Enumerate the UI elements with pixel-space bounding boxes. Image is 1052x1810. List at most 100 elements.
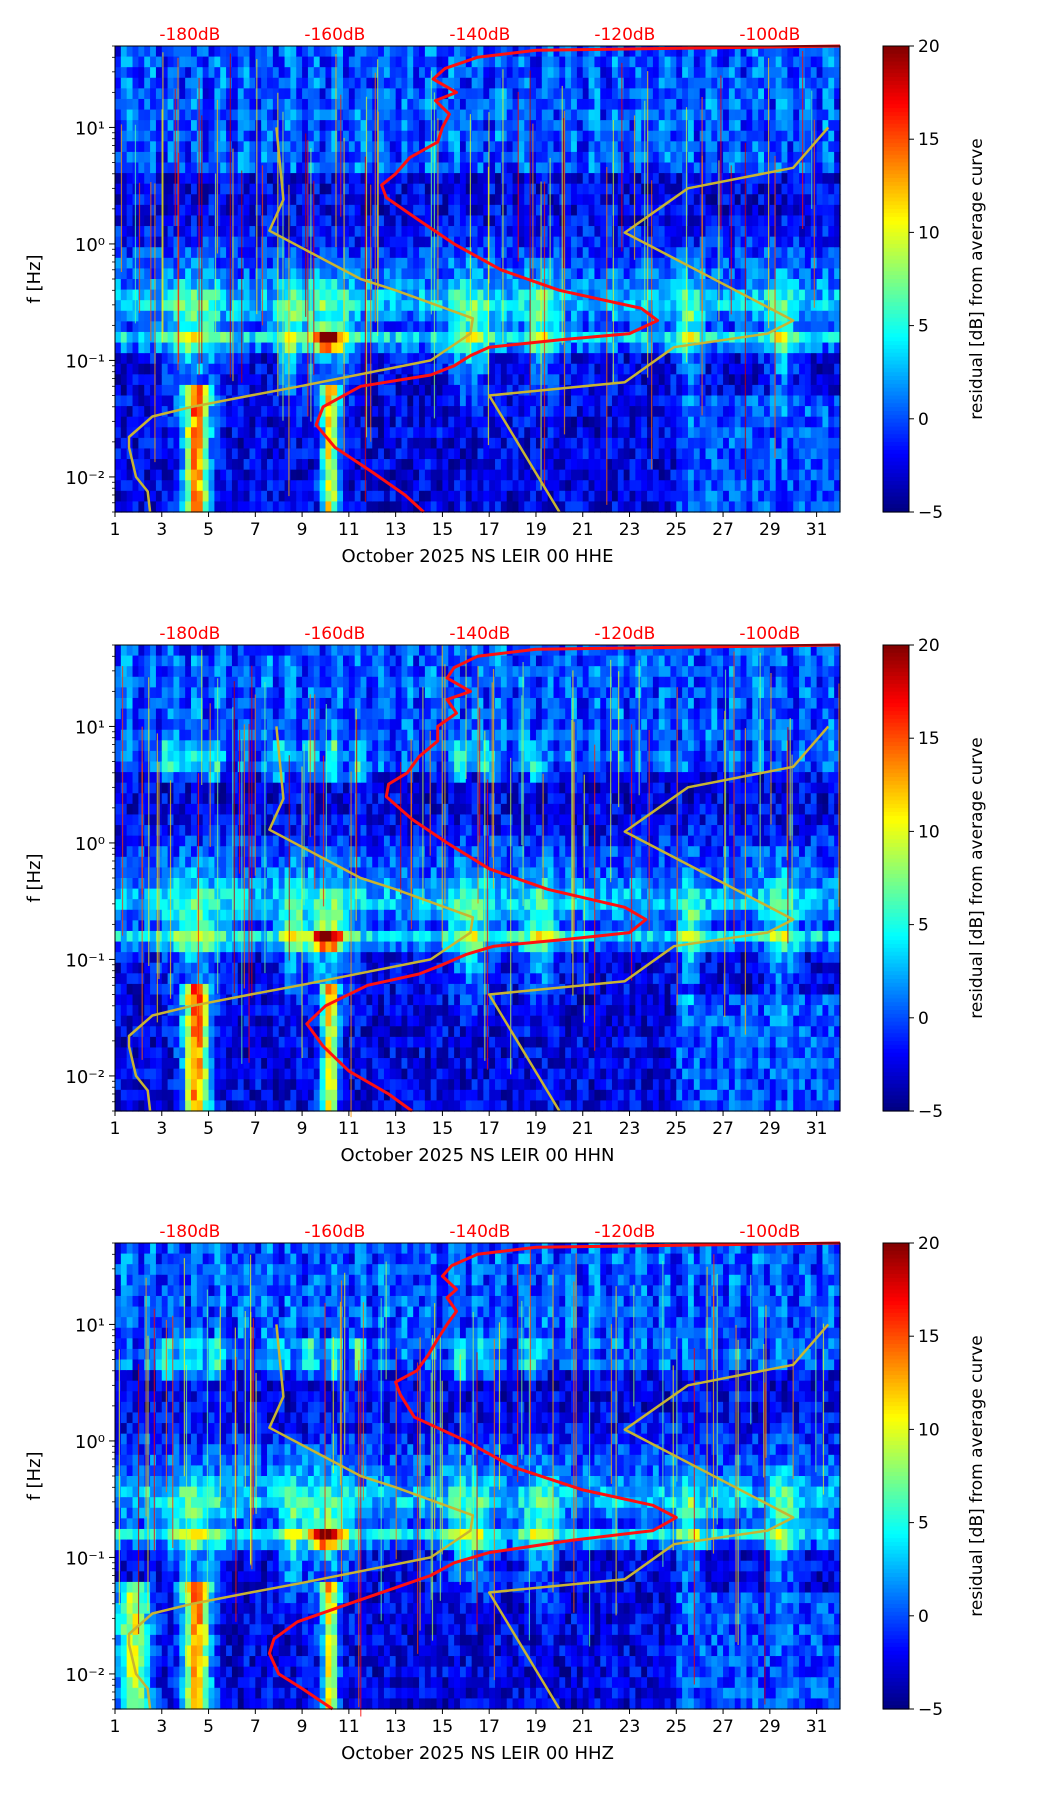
heatmap-cell	[495, 215, 502, 227]
heatmap-cell	[337, 215, 344, 227]
heatmap-cell	[617, 363, 625, 375]
heatmap-cell	[705, 427, 712, 439]
heatmap-cell	[535, 437, 543, 450]
heatmap-cell	[582, 437, 590, 450]
heatmap-cell	[635, 501, 642, 513]
heatmap-cell	[682, 130, 689, 142]
heatmap-cell	[407, 310, 414, 322]
heatmap-cell	[699, 173, 707, 185]
heatmap-cell	[629, 183, 636, 195]
heatmap-cell	[448, 490, 455, 503]
heatmap-cell	[606, 141, 613, 153]
heatmap-cell	[226, 67, 233, 79]
heatmap-cell	[413, 67, 420, 79]
heatmap-cell	[769, 204, 777, 217]
heatmap-cell	[255, 56, 262, 68]
heatmap-cell	[512, 395, 520, 407]
heatmap-cell	[348, 247, 356, 259]
heatmap-cell	[290, 46, 297, 58]
heatmap-cell	[272, 247, 280, 259]
heatmap-cell	[664, 395, 672, 407]
heatmap-cell	[208, 469, 215, 481]
heatmap-cell	[202, 173, 210, 185]
heatmap-cell	[214, 469, 221, 481]
heatmap-cell	[746, 215, 753, 227]
heatmap-cell	[477, 130, 484, 142]
heatmap-cell	[705, 448, 712, 460]
heatmap-cell	[138, 363, 145, 375]
heatmap-cell	[413, 321, 420, 333]
heatmap-cell	[372, 363, 379, 375]
heatmap-cell	[664, 151, 672, 164]
heatmap-cell	[366, 67, 373, 79]
heatmap-cell	[547, 342, 555, 354]
heatmap-cell	[606, 406, 613, 418]
heatmap-cell	[343, 120, 350, 132]
heatmap-cell	[378, 406, 385, 418]
heatmap-cell	[343, 490, 350, 503]
heatmap-cell	[436, 310, 444, 322]
heatmap-cell	[237, 120, 245, 132]
heatmap-cell	[173, 395, 180, 407]
heatmap-cell	[571, 501, 578, 513]
heatmap-cell	[150, 310, 157, 322]
heatmap-cell	[623, 490, 631, 503]
heatmap-cell	[278, 469, 286, 481]
heatmap-cell	[506, 406, 514, 418]
heatmap-cell	[132, 109, 139, 121]
heatmap-cell	[202, 289, 210, 301]
heatmap-cell	[723, 120, 730, 132]
heatmap-cell	[746, 490, 753, 503]
heatmap-cell	[284, 215, 292, 227]
heatmap-cell	[664, 236, 672, 248]
heatmap-cell	[682, 141, 689, 153]
heatmap-cell	[313, 321, 321, 333]
heatmap-cell	[571, 279, 578, 291]
heatmap-cell	[699, 88, 707, 100]
heatmap-cell	[769, 321, 777, 333]
heatmap-cell	[360, 183, 368, 195]
heatmap-cell	[600, 480, 607, 492]
heatmap-cell	[506, 437, 514, 450]
heatmap-cell	[541, 120, 549, 132]
heatmap-cell	[179, 268, 186, 280]
heatmap-cell	[629, 490, 636, 503]
heatmap-cell	[360, 215, 368, 227]
heatmap-cell	[284, 363, 292, 375]
heatmap-cell	[401, 384, 408, 397]
heatmap-cell	[477, 257, 484, 270]
heatmap-cell	[629, 204, 636, 217]
heatmap-cell	[167, 395, 175, 407]
heatmap-cell	[313, 247, 321, 259]
heatmap-cell	[343, 88, 350, 100]
heatmap-cell	[401, 395, 408, 407]
heatmap-cell	[296, 300, 303, 312]
heatmap-cell	[208, 204, 215, 217]
heatmap-cell	[155, 374, 163, 386]
heatmap-cell	[144, 363, 151, 375]
heatmap-cell	[155, 215, 163, 227]
heatmap-cell	[670, 363, 677, 375]
heatmap-cell	[495, 353, 502, 365]
heatmap-cell	[728, 416, 736, 428]
heatmap-cell	[267, 321, 274, 333]
heatmap-cell	[267, 98, 274, 111]
heatmap-cell	[600, 236, 607, 248]
heatmap-cell	[495, 162, 502, 174]
heatmap-cell	[652, 56, 660, 68]
heatmap-cell	[553, 300, 560, 312]
heatmap-cell	[343, 173, 350, 185]
heatmap-cell	[512, 480, 520, 492]
heatmap-cell	[728, 459, 736, 471]
heatmap-cell	[559, 363, 566, 375]
heatmap-cell	[296, 120, 303, 132]
heatmap-cell	[179, 501, 186, 513]
heatmap-cell	[588, 67, 596, 79]
heatmap-cell	[448, 247, 455, 259]
heatmap-cell	[763, 46, 771, 58]
heatmap-cell	[541, 46, 549, 58]
heatmap-cell	[512, 173, 520, 185]
heatmap-cell	[126, 46, 134, 58]
heatmap-cell	[150, 384, 157, 397]
heatmap-cell	[360, 268, 368, 280]
